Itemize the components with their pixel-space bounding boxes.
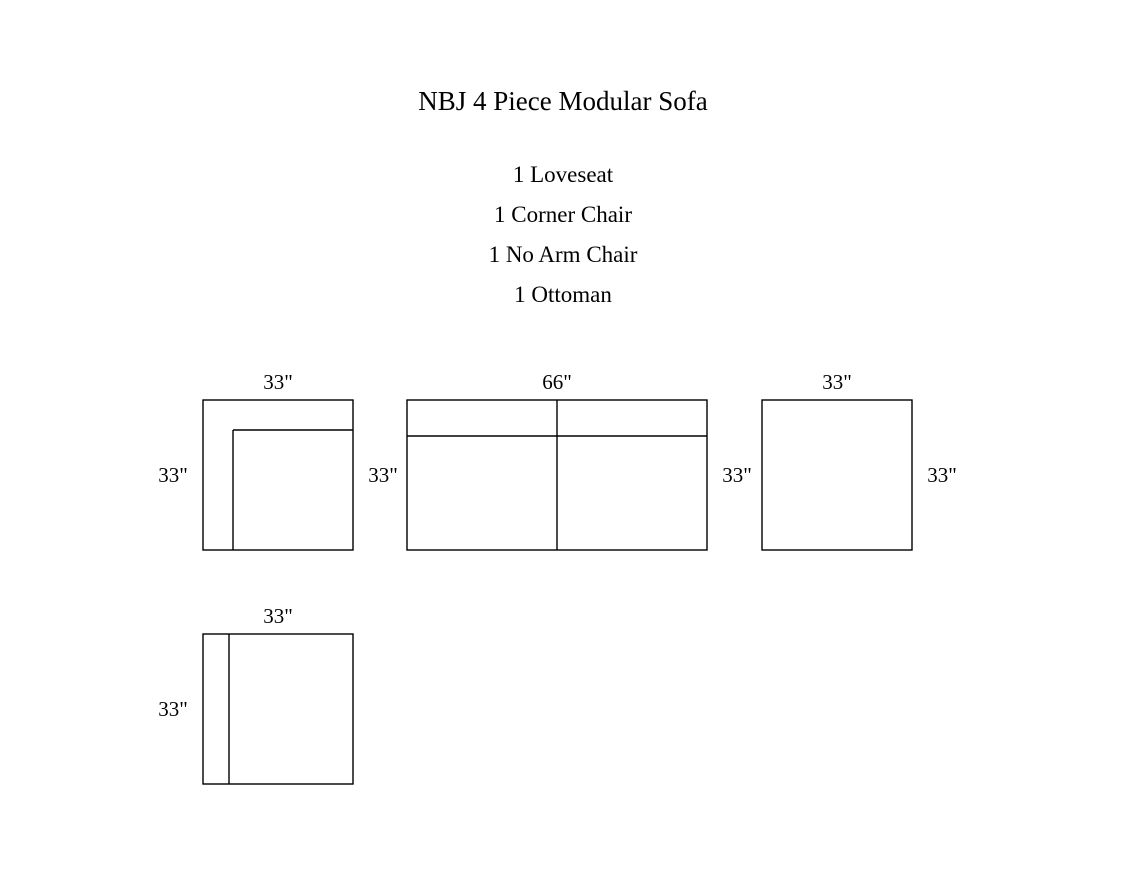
dim-noarm-left: 33" <box>133 697 213 722</box>
dim-ottoman-right: 33" <box>902 463 982 488</box>
dim-corner-top: 33" <box>238 370 318 395</box>
dim-loveseat-top: 66" <box>517 370 597 395</box>
dim-corner-left: 33" <box>133 463 213 488</box>
dim-loveseat-right: 33" <box>697 463 777 488</box>
dim-ottoman-top: 33" <box>797 370 877 395</box>
diagram-canvas <box>0 0 1126 896</box>
dim-corner-right: 33" <box>343 463 423 488</box>
dim-noarm-top: 33" <box>238 604 318 629</box>
